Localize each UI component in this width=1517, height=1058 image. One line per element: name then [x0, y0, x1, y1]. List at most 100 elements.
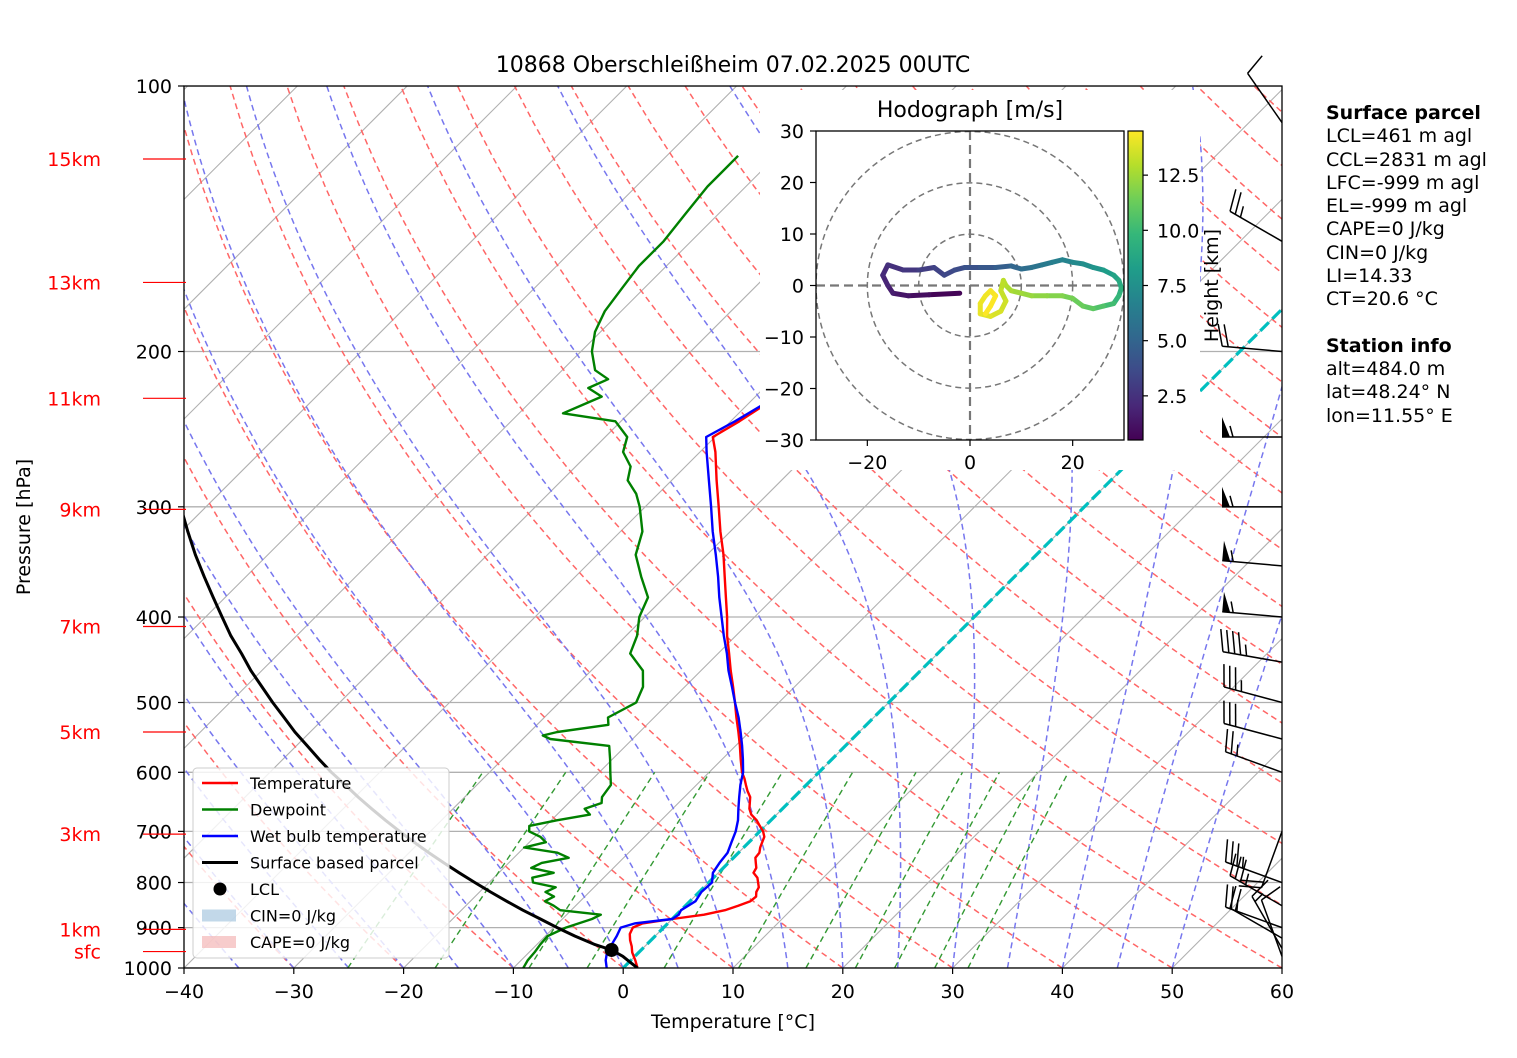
ccl-value: CCL=2831 m agl	[1326, 149, 1487, 172]
y-tick-label: 500	[136, 692, 172, 714]
y-tick-label: 300	[136, 497, 172, 519]
mixing-ratio-line	[935, 772, 1037, 968]
mixing-ratio-line	[895, 772, 1000, 968]
y-tick-label: 900	[136, 918, 172, 940]
wind-barb-staff	[1223, 652, 1282, 662]
y-tick-label: 200	[136, 342, 172, 364]
wind-barb-feather	[1226, 884, 1228, 907]
wind-barb-feather	[1231, 886, 1233, 909]
wind-barb-flag	[1222, 541, 1230, 562]
wind-barb-feather	[1248, 56, 1263, 74]
ct-value: CT=20.6 °C	[1326, 288, 1487, 311]
wind-barb-staff	[1222, 346, 1282, 351]
y-tick-label: 700	[136, 821, 172, 843]
height-label: sfc	[74, 942, 101, 964]
wind-barb-feather	[1226, 839, 1228, 862]
height-label: 15km	[47, 149, 101, 171]
wind-barb-flag	[1222, 592, 1230, 613]
hodograph-y-tick-label: −10	[764, 327, 804, 349]
wind-barb-feather	[1221, 629, 1223, 652]
y-tick-label: 400	[136, 607, 172, 629]
wind-barb-staff	[1230, 908, 1282, 938]
legend-swatch	[214, 883, 227, 896]
mixing-ratio-line	[529, 772, 655, 968]
x-tick-label: 20	[831, 981, 855, 1003]
legend-label: CIN=0 J/kg	[250, 907, 336, 926]
hodograph-y-tick-label: 0	[792, 276, 804, 298]
x-tick-label: −20	[384, 981, 424, 1003]
longitude-value: lon=11.55° E	[1326, 405, 1487, 428]
wind-barb-half-feather	[1231, 602, 1233, 613]
wind-barb-staff	[1222, 612, 1282, 617]
surface-parcel-header: Surface parcel	[1326, 102, 1487, 125]
x-tick-label: −40	[164, 981, 204, 1003]
wind-barb-feather	[1231, 841, 1233, 864]
wind-barb-feather	[1231, 731, 1233, 754]
el-value: EL=-999 m agl	[1326, 195, 1487, 218]
height-label: 3km	[59, 824, 101, 846]
wind-barb-flag	[1222, 487, 1230, 507]
mixing-ratio-line	[587, 772, 710, 968]
x-tick-label: 60	[1270, 981, 1294, 1003]
lfc-value: LFC=-999 m agl	[1326, 172, 1487, 195]
hodograph-x-tick-label: 0	[964, 452, 976, 474]
wind-barb-half-feather	[1246, 645, 1247, 656]
cin-value: CIN=0 J/kg	[1326, 242, 1487, 265]
hodograph-trace-segment	[929, 293, 960, 295]
hodograph-y-tick-label: 30	[780, 121, 804, 143]
hodograph-x-tick-label: 20	[1061, 452, 1085, 474]
hodograph-y-tick-label: −20	[764, 379, 804, 401]
colorbar-tick-label: 2.5	[1157, 386, 1187, 408]
wind-barb-feather	[1239, 886, 1262, 888]
y-axis-label: Pressure [hPa]	[13, 459, 35, 595]
altitude-value: alt=484.0 m	[1326, 358, 1487, 381]
wind-barb-feather	[1227, 630, 1229, 653]
colorbar-label: Height [km]	[1201, 229, 1223, 342]
x-tick-label: 40	[1050, 981, 1074, 1003]
x-axis-label: Temperature [°C]	[650, 1011, 815, 1033]
legend-label: CAPE=0 J/kg	[250, 933, 350, 952]
x-tick-label: 30	[941, 981, 965, 1003]
wind-barb-feather	[1239, 632, 1241, 655]
height-label: 1km	[59, 919, 101, 941]
height-label: 9km	[59, 499, 101, 521]
station-info-header: Station info	[1326, 335, 1487, 358]
parameter-panel: Surface parcel LCL=461 m agl CCL=2831 m …	[1326, 102, 1487, 428]
height-label: 11km	[47, 388, 101, 410]
hodograph-y-tick-label: 20	[780, 173, 804, 195]
wind-barb-half-feather	[1240, 206, 1243, 217]
chart-title: 10868 Oberschleißheim 07.02.2025 00UTC	[496, 53, 971, 78]
cape-value: CAPE=0 J/kg	[1326, 218, 1487, 241]
x-tick-label: 0	[617, 981, 629, 1003]
legend-swatch	[202, 910, 236, 922]
hodograph-x-tick-label: −20	[847, 452, 887, 474]
wind-barb-half-feather	[1243, 857, 1244, 868]
wind-barb-feather	[1233, 631, 1235, 654]
y-tick-label: 1000	[124, 958, 172, 980]
wind-barb-half-feather	[1230, 426, 1233, 437]
wind-barb-feather	[1230, 189, 1236, 211]
hodograph-y-tick-label: 10	[780, 224, 804, 246]
legend-label: Wet bulb temperature	[250, 827, 427, 846]
hodograph-title: Hodograph [m/s]	[877, 98, 1063, 123]
legend-label: LCL	[250, 880, 279, 899]
lcl-value: LCL=461 m agl	[1326, 125, 1487, 148]
wind-barb-staff	[1248, 73, 1282, 122]
x-tick-label: −30	[274, 981, 314, 1003]
colorbar-tick-label: 7.5	[1157, 276, 1187, 298]
height-label: 5km	[59, 722, 101, 744]
dewpoint-profile	[523, 156, 738, 968]
colorbar-tick-label: 12.5	[1157, 165, 1199, 187]
x-tick-label: 10	[721, 981, 745, 1003]
height-label: 7km	[59, 616, 101, 638]
wind-barb-feather	[1226, 729, 1228, 752]
legend-label: Surface based parcel	[250, 854, 419, 873]
y-tick-label: 600	[136, 762, 172, 784]
colorbar-tick-label: 5.0	[1157, 331, 1187, 353]
wind-barb-staff	[1226, 862, 1282, 883]
wind-barb-half-feather	[1237, 900, 1238, 911]
wind-barb-staff	[1226, 907, 1282, 928]
